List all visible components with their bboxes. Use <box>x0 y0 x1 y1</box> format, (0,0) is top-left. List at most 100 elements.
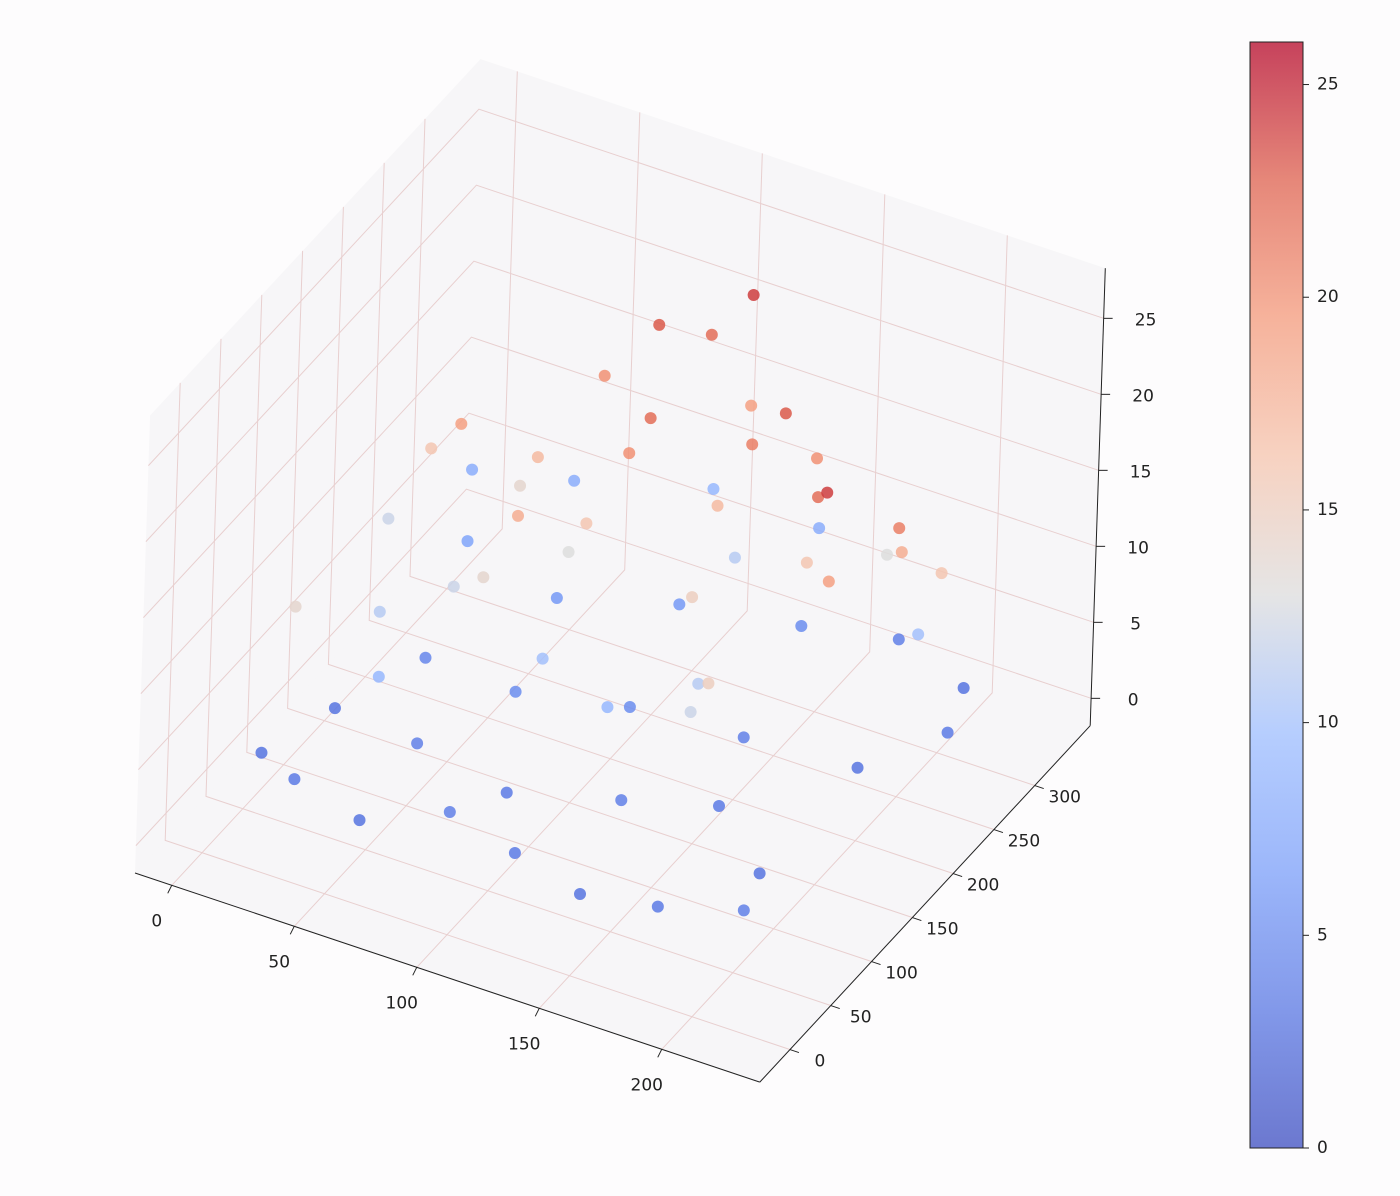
x-tick-label: 150 <box>508 1034 540 1054</box>
y-tick <box>993 829 1004 834</box>
point <box>372 670 385 683</box>
point <box>531 451 544 464</box>
grid-line <box>171 71 518 886</box>
grid-line <box>143 260 1099 618</box>
grid-line <box>148 108 1104 466</box>
x-tick-label: 100 <box>386 993 418 1013</box>
z-axis <box>1089 268 1106 726</box>
grid-line <box>246 294 872 962</box>
y-tick-label: 100 <box>885 964 917 984</box>
colorbar <box>1249 41 1304 1149</box>
point <box>574 887 587 900</box>
colorbar-tick-label: 10 <box>1317 713 1339 733</box>
point <box>935 567 948 580</box>
point <box>328 702 341 715</box>
point <box>702 677 715 690</box>
point <box>443 805 456 818</box>
point <box>692 677 705 690</box>
point <box>651 900 664 913</box>
z-tick-label: 10 <box>1127 538 1149 558</box>
point <box>447 580 460 593</box>
point <box>711 499 724 512</box>
point <box>705 328 718 341</box>
point <box>673 598 686 611</box>
point <box>411 737 424 750</box>
point <box>912 628 925 641</box>
point <box>461 535 474 548</box>
point <box>747 288 760 301</box>
z-tick-label: 20 <box>1132 386 1154 406</box>
y-tick-label: 0 <box>815 1052 826 1072</box>
point <box>821 486 834 499</box>
x-axis <box>134 872 760 1083</box>
point <box>550 591 563 604</box>
y-axis <box>759 725 1091 1083</box>
colorbar-tick-label: 5 <box>1317 925 1328 945</box>
point <box>746 438 759 451</box>
grid-line <box>135 488 1092 846</box>
point <box>425 442 438 455</box>
y-tick-label: 200 <box>967 876 999 896</box>
point <box>536 652 549 665</box>
y-tick <box>952 873 963 878</box>
grid-line <box>538 194 886 1009</box>
point <box>753 867 766 880</box>
point <box>895 546 908 559</box>
grid-line <box>661 235 1008 1050</box>
y-tick <box>871 961 881 966</box>
point <box>644 412 657 425</box>
colorbar-tick-label: 25 <box>1317 75 1339 95</box>
point <box>623 447 636 460</box>
point <box>568 474 581 487</box>
point <box>892 633 905 646</box>
point <box>653 318 666 331</box>
y-tick-label: 150 <box>926 920 958 940</box>
point <box>289 600 302 613</box>
y-tick-label: 50 <box>850 1008 872 1028</box>
point <box>382 512 395 525</box>
z-tick-label: 15 <box>1130 462 1152 482</box>
point <box>500 786 513 799</box>
y-tick-label: 250 <box>1008 832 1040 852</box>
point <box>466 463 479 476</box>
point <box>941 726 954 739</box>
point <box>455 417 468 430</box>
grid-line <box>205 338 831 1006</box>
point <box>615 794 628 807</box>
point <box>288 773 301 786</box>
point <box>684 705 697 718</box>
point <box>508 846 521 859</box>
grid-line <box>416 153 763 968</box>
point <box>509 685 522 698</box>
point <box>601 701 614 714</box>
y-tick <box>912 917 922 922</box>
point <box>562 545 575 558</box>
point <box>811 452 824 465</box>
point <box>512 509 525 522</box>
x-tick <box>534 1008 540 1017</box>
point <box>893 522 906 535</box>
grid-line <box>145 184 1102 542</box>
point <box>881 548 894 561</box>
point <box>686 591 699 604</box>
point <box>800 556 813 569</box>
z-tick-label: 25 <box>1135 310 1157 330</box>
point <box>851 761 864 774</box>
x-tick <box>657 1049 663 1058</box>
grid-line <box>327 206 954 874</box>
z-tick-label: 0 <box>1128 690 1139 710</box>
point <box>779 407 792 420</box>
point <box>737 904 750 917</box>
point <box>795 619 808 632</box>
point <box>713 799 726 812</box>
y-tick <box>789 1049 800 1054</box>
point <box>745 399 758 412</box>
grid-line <box>164 382 791 1050</box>
grid-line <box>409 118 1035 786</box>
point <box>514 479 527 492</box>
point <box>255 746 268 759</box>
point <box>353 814 366 827</box>
y-tick <box>1034 785 1044 790</box>
grid-line <box>368 162 995 830</box>
